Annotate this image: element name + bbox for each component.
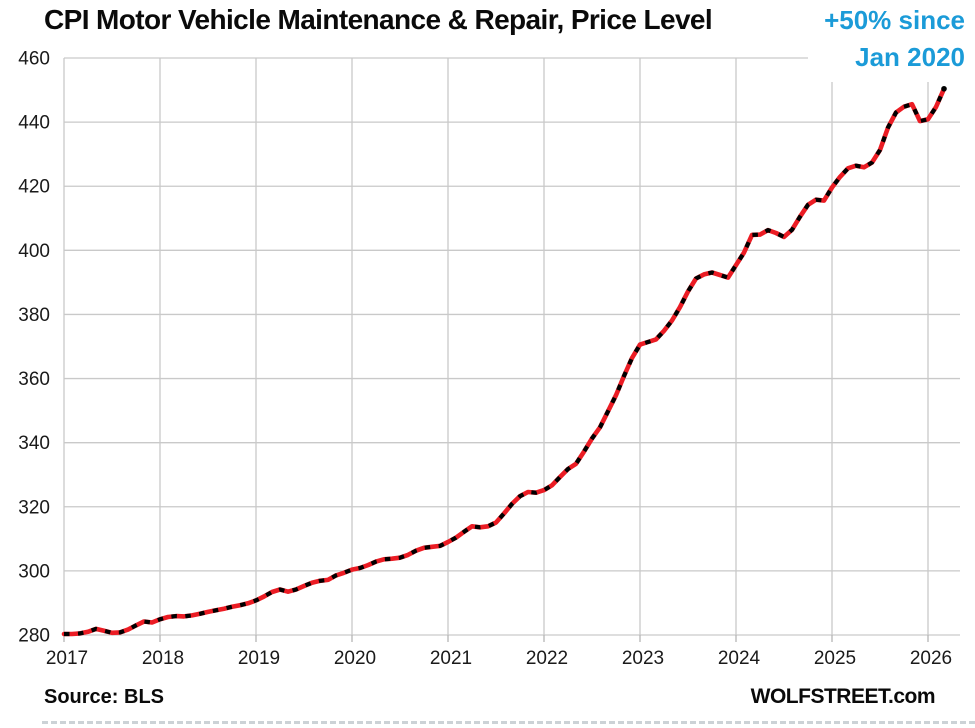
y-tick-label: 400	[18, 241, 50, 262]
x-tick-label: 2019	[238, 648, 280, 669]
annotation-line-1: +50% since	[824, 5, 965, 35]
y-tick-label: 280	[18, 626, 50, 647]
y-tick-label: 320	[18, 497, 50, 518]
y-tick-label: 380	[18, 305, 50, 326]
price-line	[61, 86, 947, 637]
annotation-line-2: Jan 2020	[855, 42, 965, 72]
x-tick-label: 2020	[334, 648, 376, 669]
x-tick-label: 2017	[46, 648, 88, 669]
bottom-divider	[42, 721, 975, 724]
x-tick-label: 2018	[142, 648, 184, 669]
y-tick-label: 420	[18, 177, 50, 198]
x-tick-label: 2024	[718, 648, 761, 669]
x-tick-label: 2025	[814, 648, 856, 669]
y-tick-label: 300	[18, 561, 50, 582]
source-label: Source: BLS	[44, 686, 165, 708]
y-tick-label: 460	[18, 49, 50, 70]
y-tick-label: 340	[18, 433, 50, 454]
chart-title: CPI Motor Vehicle Maintenance & Repair, …	[44, 4, 713, 35]
y-tick-label: 440	[18, 113, 50, 134]
price-line-markers	[64, 87, 946, 637]
x-tick-label: 2026	[910, 648, 952, 669]
y-tick-label: 360	[18, 369, 50, 390]
x-tick-label: 2023	[622, 648, 664, 669]
x-tick-label: 2021	[430, 648, 472, 669]
brand-label: WOLFSTREET.com	[750, 685, 936, 708]
x-tick-label: 2022	[526, 648, 568, 669]
last-point-marker	[941, 85, 947, 92]
annotation: +50% since Jan 2020	[808, 2, 967, 82]
